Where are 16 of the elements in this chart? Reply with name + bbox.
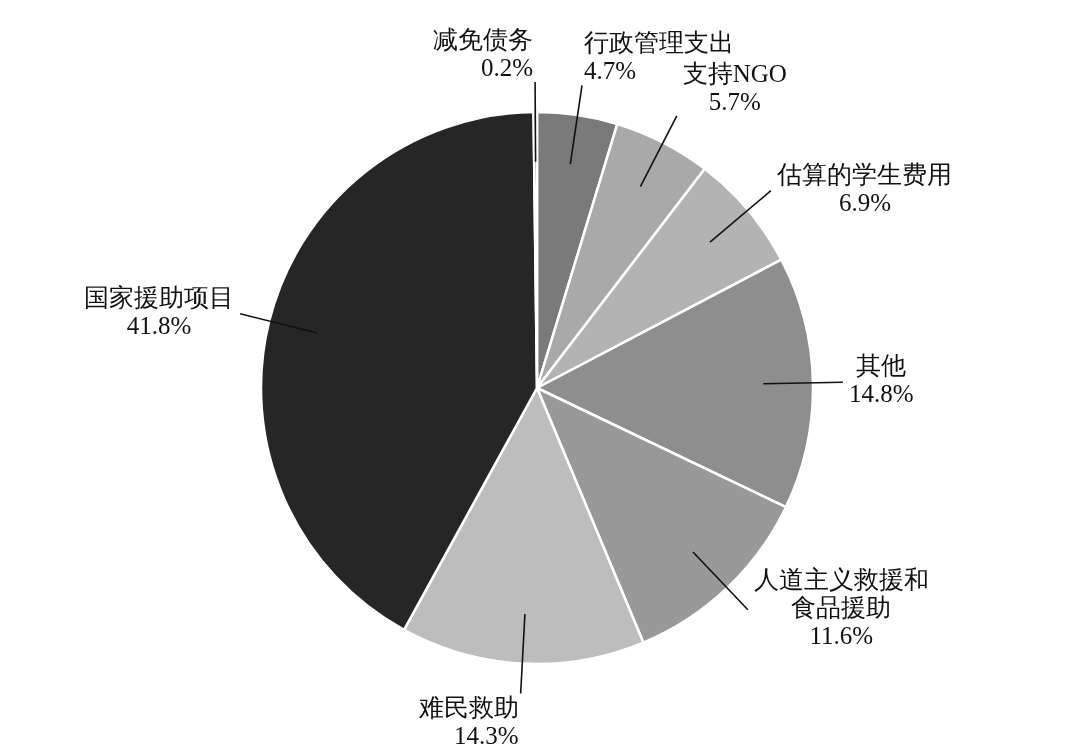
slice-label: 国家援助项目 [84,283,235,311]
data-label: 14.8% [848,380,914,408]
slice-label: 难民救助 [417,693,519,721]
data-label: 4.7% [584,57,637,85]
data-label: 11.6% [809,621,874,649]
data-label: 6.9% [838,188,891,216]
slice-label: 估算的学生费用 [776,160,953,188]
data-label: 41.8% [126,311,192,339]
slice-label: 支持NGO [682,59,787,87]
slice-label: 行政管理支出 [584,29,735,57]
slice-label: 其他 [856,352,907,380]
data-label: 0.2% [481,54,534,82]
slice-label: 减免债务 [433,26,534,54]
slice-label: 人道主义救援和食品援助 [753,565,929,621]
data-label: 14.3% [454,721,519,749]
data-label: 5.7% [708,87,761,115]
